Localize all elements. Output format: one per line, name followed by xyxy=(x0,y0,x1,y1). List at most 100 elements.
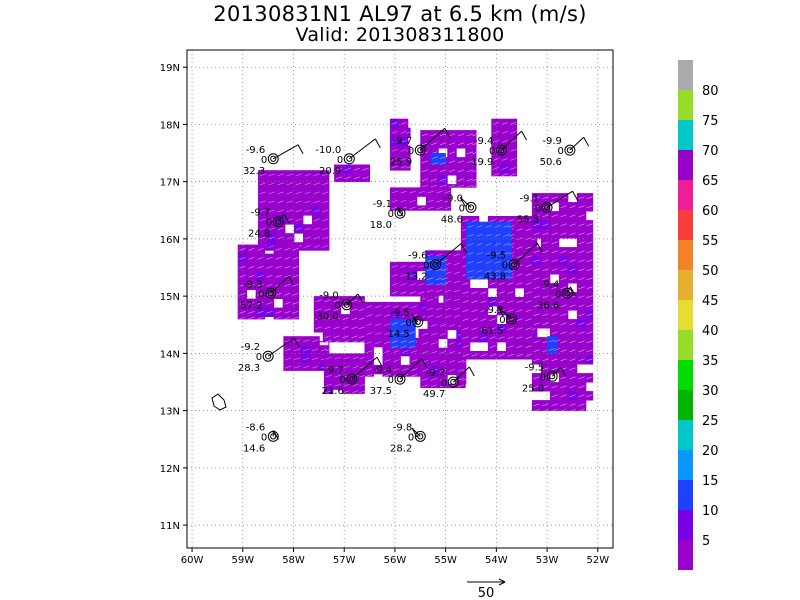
station-zero: 0 xyxy=(499,315,505,326)
field-arrow xyxy=(467,276,474,279)
field-arrow xyxy=(471,219,478,222)
colorbar-segment xyxy=(678,330,693,360)
field-arrow xyxy=(439,184,447,188)
station-zero: 0 xyxy=(555,289,561,300)
field-arrow xyxy=(489,354,496,357)
field-arrow xyxy=(284,302,291,305)
field-arrow xyxy=(508,270,515,273)
x-tick-label: 52W xyxy=(586,555,609,566)
field-arrow xyxy=(259,191,266,195)
field-arrow xyxy=(560,408,567,412)
station-temperature: -9.5 xyxy=(390,308,410,319)
field-arrow xyxy=(489,282,496,285)
field-arrow xyxy=(268,191,275,195)
colorbar-segment xyxy=(678,180,693,210)
field-arrow xyxy=(533,385,540,389)
field-arrow xyxy=(427,289,434,293)
wind-barb-shaft xyxy=(399,358,423,380)
field-arrow xyxy=(553,348,560,351)
y-tick-label: 13N xyxy=(160,407,180,418)
station-inner-ring xyxy=(467,204,475,211)
field-arrow xyxy=(409,291,416,294)
field-arrow xyxy=(467,270,474,273)
field-arrow xyxy=(560,322,567,326)
field-arrow xyxy=(542,286,549,290)
field-arrow xyxy=(259,200,266,204)
field-arrow xyxy=(303,348,310,352)
field-arrow xyxy=(466,169,474,173)
field-arrow xyxy=(343,383,350,387)
field-arrow xyxy=(286,182,293,186)
field-arrow xyxy=(445,298,452,302)
colorbar-segment xyxy=(678,390,693,420)
field-arrow xyxy=(569,385,576,389)
field-arrow xyxy=(239,302,246,305)
station-wind-value: 28.3 xyxy=(238,363,260,374)
field-arrow xyxy=(448,369,456,372)
field-arrow xyxy=(313,173,320,177)
field-arrow xyxy=(322,209,329,213)
field-arrow xyxy=(292,284,299,287)
plot-frame xyxy=(186,49,614,549)
field-arrow xyxy=(480,336,487,339)
field-arrow xyxy=(498,327,505,330)
field-arrow xyxy=(467,234,474,237)
field-arrow xyxy=(384,359,391,362)
field-arrow xyxy=(315,299,322,303)
field-arrow xyxy=(312,365,319,369)
field-arrow xyxy=(333,340,340,343)
field-arrow xyxy=(430,333,438,336)
colorbar-segment xyxy=(678,480,693,510)
field-arrow xyxy=(266,284,273,287)
field-arrow xyxy=(586,304,593,308)
field-arrow xyxy=(560,340,567,344)
field-arrow xyxy=(466,151,474,155)
field-arrow xyxy=(275,316,282,320)
field-arrow xyxy=(444,199,451,203)
station-wind-value: 21.6 xyxy=(322,386,344,397)
field-arrow xyxy=(551,358,558,362)
field-arrow xyxy=(578,196,585,200)
wind-barb-shaft xyxy=(267,337,295,357)
field-arrow xyxy=(400,149,407,152)
field-arrow xyxy=(525,300,532,303)
field-arrow xyxy=(257,293,264,296)
wind-barb-shaft xyxy=(270,275,290,294)
field-arrow xyxy=(586,277,593,281)
field-arrow xyxy=(480,300,487,303)
chart-subtitle: Valid: 201308311800 xyxy=(295,24,505,46)
field-arrow xyxy=(257,266,264,269)
field-arrow xyxy=(553,339,560,343)
field-arrow xyxy=(342,326,349,330)
field-arrow xyxy=(391,322,398,325)
field-arrow xyxy=(453,280,460,284)
field-arrow xyxy=(315,326,322,330)
field-arrow xyxy=(586,394,593,398)
wind-barb-flag xyxy=(569,286,576,297)
field-arrow xyxy=(510,173,517,176)
y-tick-label: 14N xyxy=(160,349,180,360)
field-arrow xyxy=(525,345,532,348)
field-arrow xyxy=(569,232,576,236)
station-inner-ring xyxy=(275,218,282,225)
field-arrow xyxy=(471,291,478,294)
field-arrow xyxy=(578,250,585,254)
station-temperature: -9.7 xyxy=(324,365,344,376)
station-zero: 0 xyxy=(502,261,508,272)
y-tick-label: 17N xyxy=(160,178,180,189)
field-arrow xyxy=(351,340,358,343)
field-arrow xyxy=(578,205,585,209)
field-arrow xyxy=(498,282,505,285)
wind-barb-flag xyxy=(283,214,290,224)
field-arrow xyxy=(525,336,532,339)
wind-barb-flag xyxy=(411,314,418,325)
field-arrow xyxy=(507,354,514,357)
field-arrow xyxy=(467,243,474,246)
field-arrow xyxy=(542,196,549,200)
field-arrow xyxy=(441,268,448,272)
field-arrow xyxy=(507,219,514,222)
station-inner-ring xyxy=(508,315,515,323)
